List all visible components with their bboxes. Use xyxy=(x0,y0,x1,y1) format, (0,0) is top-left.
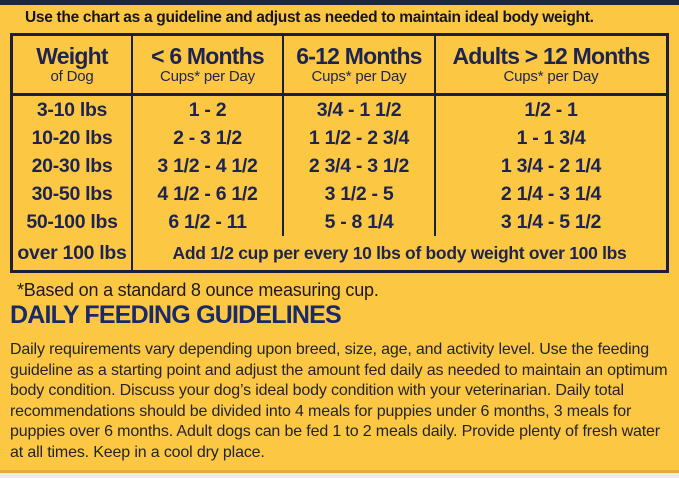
top-navy-strip xyxy=(0,0,679,5)
feeding-chart-table: Weight of Dog < 6 Months Cups* per Day 6… xyxy=(10,33,669,273)
header-under-6-months-subtitle: Cups* per Day xyxy=(160,68,255,85)
header-adults: Adults > 12 Months Cups* per Day xyxy=(436,36,666,96)
cups-cell: 6 1/2 - 11 xyxy=(133,208,284,236)
daily-feeding-guidelines-heading: DAILY FEEDING GUIDELINES xyxy=(10,301,342,329)
header-weight: Weight of Dog xyxy=(13,36,133,96)
cups-cell: 1 - 2 xyxy=(133,96,284,124)
cups-cell: 3/4 - 1 1/2 xyxy=(284,96,436,124)
cups-cell: 2 3/4 - 3 1/2 xyxy=(284,152,436,180)
bottom-light-strip xyxy=(0,473,679,478)
header-adults-title: Adults > 12 Months xyxy=(452,43,650,69)
weight-cell: 10-20 lbs xyxy=(13,124,133,152)
weight-cell: 3-10 lbs xyxy=(13,96,133,124)
header-6-12-months: 6-12 Months Cups* per Day xyxy=(284,36,436,96)
cups-cell: 3 1/2 - 5 xyxy=(284,180,436,208)
header-weight-title: Weight xyxy=(36,43,108,69)
cups-cell: 1 3/4 - 2 1/4 xyxy=(500,154,602,177)
weight-cell: 30-50 lbs xyxy=(13,180,133,208)
weight-cell: 20-30 lbs xyxy=(13,152,133,180)
cups-cell: 1/2 - 1 xyxy=(524,98,578,121)
cups-cell: 4 1/2 - 6 1/2 xyxy=(133,180,284,208)
cups-cell: 1 1/2 - 2 3/4 xyxy=(284,124,436,152)
header-under-6-months-title: < 6 Months xyxy=(151,43,265,69)
measuring-cup-footnote: *Based on a standard 8 ounce measuring c… xyxy=(17,280,379,300)
over-100-lbs-note: Add 1/2 cup per every 10 lbs of body wei… xyxy=(172,242,627,263)
bottom-shadow-line xyxy=(0,470,679,473)
weight-cell-over-100: over 100 lbs xyxy=(13,236,133,270)
weight-cell: 50-100 lbs xyxy=(13,208,133,236)
header-6-12-months-title: 6-12 Months xyxy=(296,43,422,69)
cups-cell: 3 1/2 - 4 1/2 xyxy=(133,152,284,180)
header-adults-subtitle: Cups* per Day xyxy=(503,68,599,85)
cups-cell: 2 1/4 - 3 1/4 xyxy=(500,182,602,205)
header-weight-subtitle: of Dog xyxy=(50,68,94,85)
header-6-12-months-subtitle: Cups* per Day xyxy=(311,68,407,85)
header-under-6-months: < 6 Months Cups* per Day xyxy=(133,36,284,96)
cups-cell: 3 1/4 - 5 1/2 xyxy=(500,210,602,233)
cups-cell: 1 - 1 3/4 xyxy=(516,126,586,149)
cups-cell: 2 - 3 1/2 xyxy=(133,124,284,152)
cups-cell: 5 - 8 1/4 xyxy=(284,208,436,236)
intro-text: Use the chart as a guideline and adjust … xyxy=(25,9,594,26)
feeding-instructions-paragraph: Daily requirements vary depending upon b… xyxy=(10,341,668,461)
